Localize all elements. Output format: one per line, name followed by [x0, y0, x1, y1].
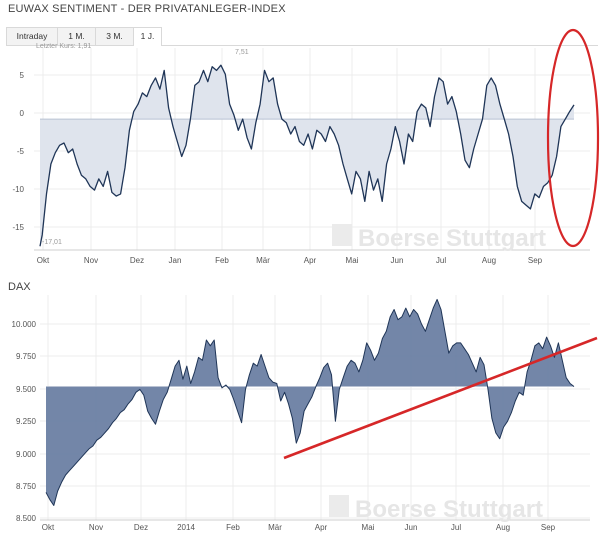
y-tick-label: -10 — [12, 185, 24, 194]
x-tick-label: Jun — [391, 256, 404, 265]
watermark-text: Boerse Stuttgart — [358, 225, 546, 252]
series-area-fill — [40, 65, 574, 247]
series-line — [39, 64, 575, 247]
y-tick-label: 9.000 — [16, 450, 37, 459]
series-line — [45, 298, 575, 506]
annotation-trendline — [283, 336, 598, 460]
x-tick-label: Nov — [84, 256, 98, 265]
x-tick-label: Feb — [215, 256, 229, 265]
x-tick-label: Aug — [482, 256, 496, 265]
x-tick-label: Feb — [226, 523, 240, 532]
watermark-logo-mark — [332, 224, 352, 246]
y-tick-label: -15 — [12, 223, 24, 232]
y-tick-label: 5 — [20, 71, 25, 80]
y-tick-label: 8.500 — [16, 514, 37, 523]
x-tick-label: Mai — [362, 523, 375, 532]
y-tick-label: -5 — [17, 147, 25, 156]
y-tick-label: 9.250 — [16, 417, 37, 426]
euwax-chart-title: EUWAX SENTIMENT - DER PRIVATANLEGER-INDE… — [8, 3, 286, 15]
y-tick-label: 8.750 — [16, 482, 37, 491]
series-area-fill — [46, 299, 574, 506]
x-tick-label: Okt — [37, 256, 50, 265]
last-price-label: Letzter Kurs: 1,91 — [36, 43, 91, 50]
x-tick-label: Sep — [541, 523, 556, 532]
x-tick-label: Mär — [256, 256, 270, 265]
y-tick-label: 9.750 — [16, 352, 37, 361]
y-tick-label: 0 — [20, 109, 25, 118]
x-tick-label: Mär — [268, 523, 282, 532]
y-tick-label: 9.500 — [16, 385, 37, 394]
y-tick-label: 10.000 — [12, 320, 37, 329]
x-tick-label: Dez — [130, 256, 144, 265]
x-tick-label: Mai — [346, 256, 359, 265]
x-tick-label: Nov — [89, 523, 103, 532]
low-label: -17,01 — [42, 239, 62, 246]
dax-chart-title: DAX — [8, 281, 31, 293]
high-label: 7,51 — [235, 49, 249, 56]
annotation-ellipse — [546, 28, 600, 248]
x-tick-label: Apr — [304, 256, 317, 265]
x-tick-label: Jul — [436, 256, 446, 265]
x-tick-label: Jan — [169, 256, 182, 265]
watermark-logo-mark — [329, 495, 349, 517]
x-tick-label: Jun — [405, 523, 418, 532]
watermark-text: Boerse Stuttgart — [355, 496, 543, 523]
x-tick-label: Aug — [496, 523, 510, 532]
x-tick-label: Jul — [451, 523, 461, 532]
range-tab-bar: Intraday 1 M. 3 M. 1 J. — [6, 27, 598, 46]
x-tick-label: Okt — [42, 523, 55, 532]
x-tick-label: Apr — [315, 523, 328, 532]
x-tick-label: Sep — [528, 256, 543, 265]
tab-1-year[interactable]: 1 J. — [133, 27, 162, 46]
x-tick-label: Dez — [134, 523, 148, 532]
x-tick-label: 2014 — [177, 523, 195, 532]
